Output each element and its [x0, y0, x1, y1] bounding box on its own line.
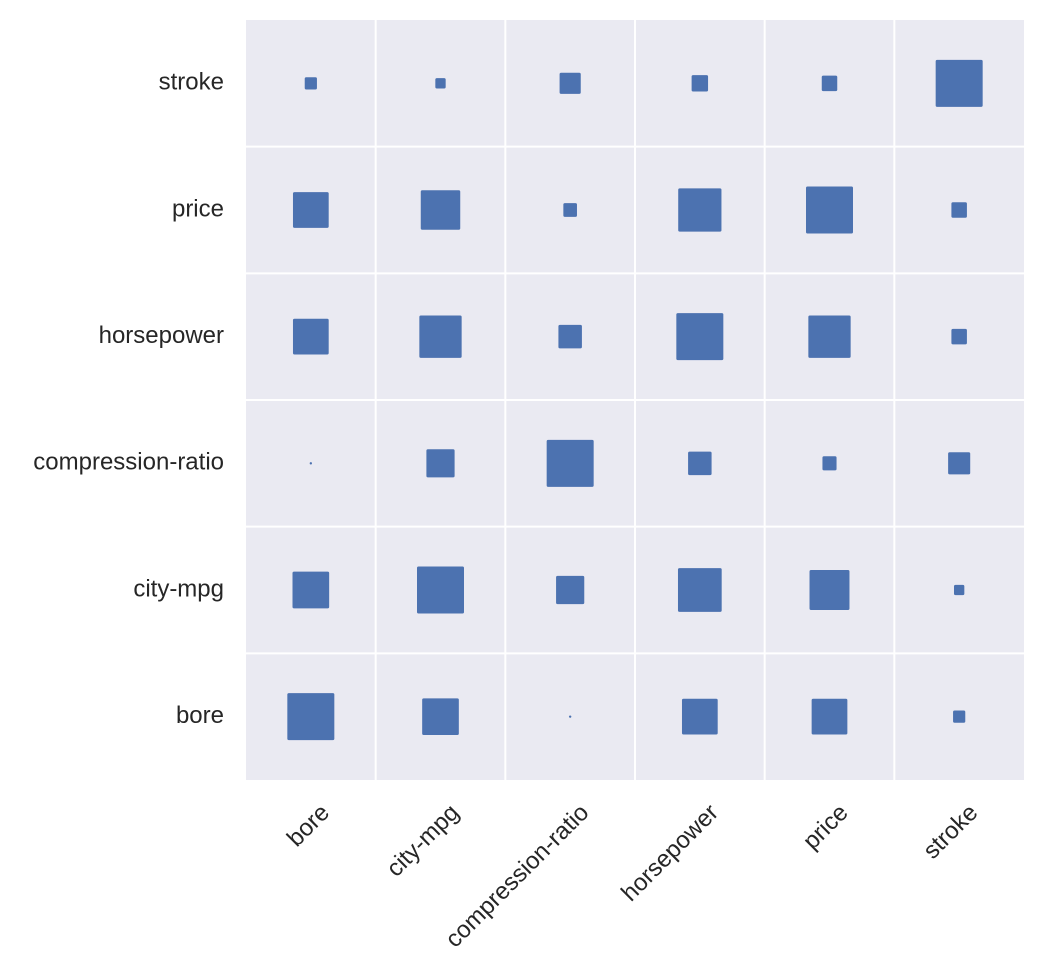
- marker-bore-city-mpg: [422, 698, 459, 735]
- marker-compression-ratio-city-mpg: [426, 449, 455, 478]
- y-tick-label-city-mpg: city-mpg: [133, 575, 224, 602]
- marker-horsepower-stroke: [951, 328, 967, 345]
- marker-city-mpg-city-mpg: [417, 566, 464, 614]
- x-tick-label-price: price: [798, 799, 854, 855]
- y-tick-label-horsepower: horsepower: [99, 322, 224, 349]
- marker-compression-ratio-stroke: [948, 452, 971, 475]
- marker-bore-stroke: [953, 710, 966, 723]
- marker-price-bore: [292, 192, 329, 228]
- marker-horsepower-horsepower: [676, 313, 724, 361]
- marker-bore-horsepower: [681, 698, 718, 735]
- marker-price-city-mpg: [420, 190, 461, 230]
- y-tick-label-stroke: stroke: [159, 69, 224, 96]
- marker-bore-compression-ratio: [568, 715, 572, 718]
- y-tick-label-compression-ratio: compression-ratio: [33, 449, 224, 476]
- marker-stroke-bore: [304, 77, 317, 90]
- marker-price-price: [806, 186, 853, 234]
- square-markers: [287, 59, 983, 741]
- marker-horsepower-price: [808, 315, 851, 358]
- x-tick-label-bore: bore: [282, 799, 335, 852]
- y-tick-label-price: price: [172, 195, 224, 222]
- marker-compression-ratio-price: [822, 456, 837, 471]
- marker-stroke-compression-ratio: [559, 72, 581, 94]
- marker-price-horsepower: [678, 188, 722, 232]
- marker-city-mpg-stroke: [953, 584, 965, 596]
- marker-stroke-stroke: [935, 59, 983, 107]
- marker-horsepower-city-mpg: [419, 315, 462, 358]
- marker-horsepower-compression-ratio: [558, 324, 582, 349]
- marker-city-mpg-price: [809, 570, 850, 610]
- marker-price-stroke: [951, 202, 967, 218]
- marker-stroke-horsepower: [691, 75, 709, 92]
- marker-price-compression-ratio: [563, 203, 577, 217]
- marker-stroke-price: [821, 75, 838, 92]
- x-tick-label-stroke: stroke: [918, 799, 983, 864]
- marker-city-mpg-compression-ratio: [556, 575, 585, 605]
- y-tick-labels: bore city-mpg compression-ratio horsepower p…: [33, 69, 224, 729]
- marker-horsepower-bore: [292, 318, 329, 355]
- grid-lines: [246, 20, 1024, 780]
- marker-bore-price: [811, 698, 848, 735]
- x-tick-label-city-mpg: city-mpg: [381, 799, 464, 882]
- marker-bore-bore: [287, 693, 335, 741]
- x-tick-label-compression-ratio: compression-ratio: [440, 799, 594, 953]
- marker-city-mpg-horsepower: [677, 568, 722, 612]
- y-tick-label-bore: bore: [176, 702, 224, 729]
- x-tick-label-horsepower: horsepower: [616, 799, 724, 907]
- marker-stroke-city-mpg: [435, 78, 446, 89]
- marker-compression-ratio-compression-ratio: [546, 439, 594, 487]
- marker-city-mpg-bore: [292, 571, 330, 609]
- marker-compression-ratio-bore: [309, 462, 313, 465]
- marker-compression-ratio-horsepower: [688, 451, 712, 476]
